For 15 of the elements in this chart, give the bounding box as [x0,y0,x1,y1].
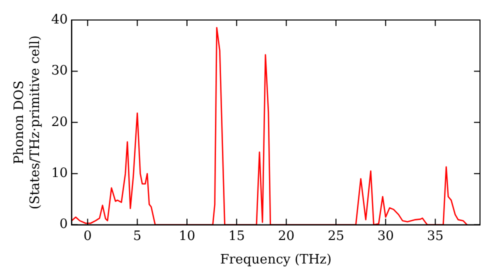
y-tick-label: 40 [51,12,68,28]
x-axis-title: Frequency (THz) [220,252,332,268]
y-axis-title: Phonon DOS (States/THz·primitive cell) [12,35,43,210]
x-tick-label: 5 [133,228,142,244]
x-tick-label: 35 [427,228,444,244]
x-tick-label: 0 [83,228,92,244]
x-tick-label: 30 [377,228,394,244]
x-tick-label: 15 [228,228,245,244]
y-tick-label: 20 [51,114,68,130]
x-tick-label: 25 [328,228,344,244]
y-tick-label: 30 [51,64,68,79]
y-tick-label: 10 [51,166,68,181]
x-tick-label: 10 [178,228,196,244]
x-tick-label: 20 [278,228,295,244]
y-tick-label: 0 [59,217,68,232]
